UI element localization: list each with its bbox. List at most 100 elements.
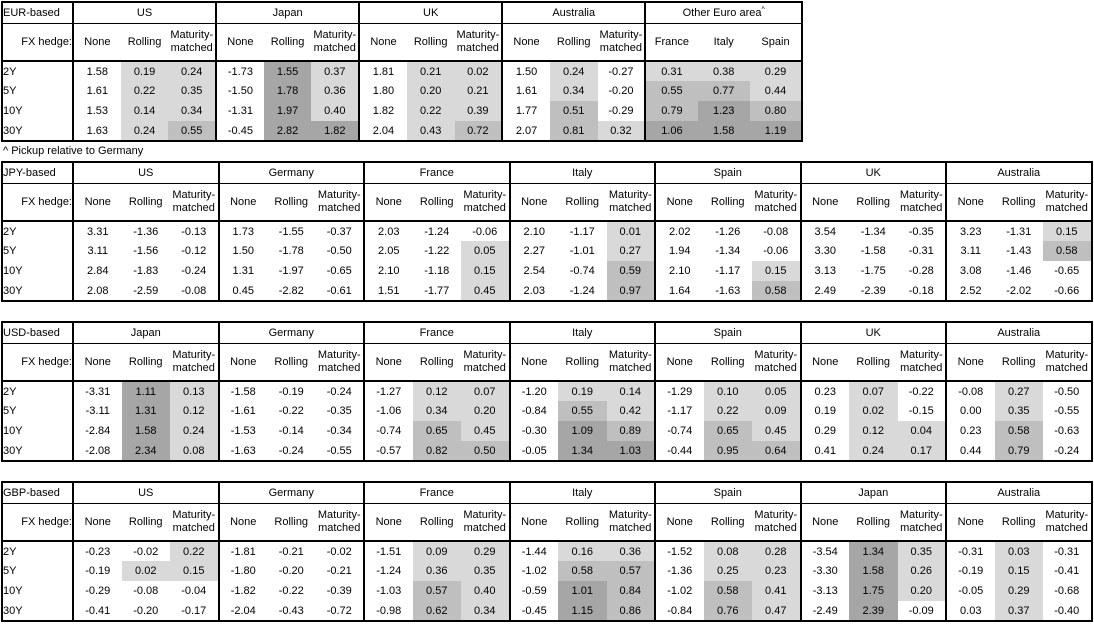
value-cell: 0.34	[461, 601, 510, 621]
value-cell: -1.36	[133, 225, 159, 238]
value-cell: 0.15	[170, 561, 219, 581]
hedge-column-header: None	[654, 183, 704, 222]
hedge-column-header: None	[799, 343, 849, 382]
hedge-column-header: Maturity-matched	[170, 343, 219, 382]
value-cell: 0.24	[170, 421, 219, 441]
fx-hedge-label: FX hedge:	[2, 503, 73, 542]
value-cell: -0.40	[1054, 604, 1080, 617]
hedge-column-header: Maturity-matched	[170, 503, 219, 542]
value-cell: -1.24	[424, 225, 450, 238]
hedge-column-header: Rolling	[121, 183, 170, 222]
value-cell: -0.43	[278, 604, 304, 617]
panel-country-header: Japan	[72, 322, 219, 344]
hedge-column-header: Maturity-matched	[168, 23, 217, 62]
hedge-column-header: Maturity-matched	[897, 183, 946, 222]
value-cell: -0.29	[72, 581, 122, 601]
value-cell: 0.41	[752, 581, 801, 601]
value-cell: -0.19	[72, 561, 122, 581]
hedge-column-header: None	[945, 503, 995, 542]
value-cell: -0.59	[508, 581, 558, 601]
value-cell: -0.14	[278, 425, 304, 437]
hedge-column-header: None	[72, 343, 122, 382]
value-cell: -2.39	[860, 284, 886, 297]
value-cell: -0.08	[945, 381, 995, 401]
data-row: 5Y 3.11 -1.56 -0.12 1.50 -1.78 -0.50 2.05 -1.22 0…	[2, 241, 1092, 261]
value-cell: 0.79	[644, 101, 698, 121]
value-cell: 0.72	[454, 121, 503, 141]
value-cell: 0.57	[412, 581, 461, 601]
value-cell: 0.42	[606, 401, 655, 421]
value-cell: -0.55	[1054, 405, 1080, 417]
value-cell: -1.34	[715, 245, 741, 257]
value-cell: 1.58	[121, 421, 170, 441]
data-row: 2Y 1.58 0.19 0.24 -1.73 1.55 0.37 1.81 0.21 0.02 1…	[2, 61, 803, 81]
jpy-based-table-slot: JPY-based US Germany France Italy Spain UK Aust…	[1, 161, 1094, 302]
value-cell: 1.51	[363, 281, 413, 301]
value-cell: 0.22	[703, 401, 752, 421]
panel-country-header: France	[363, 322, 510, 344]
panel-country-header: Germany	[217, 162, 364, 184]
value-cell: -0.05	[508, 441, 558, 461]
value-cell: 0.24	[849, 441, 898, 461]
value-cell: 1.80	[358, 81, 407, 101]
value-cell: -1.82	[217, 581, 267, 601]
gbp-based-table-slot: GBP-based US Germany France Italy Spain Japan A…	[1, 481, 1094, 622]
value-cell: -0.02	[133, 545, 159, 558]
hedge-column-header: Maturity-matched	[1043, 343, 1092, 382]
value-cell: 1.73	[217, 221, 267, 241]
value-cell: -3.30	[799, 561, 849, 581]
hedge-column-header: Rolling	[267, 343, 316, 382]
value-cell: -0.72	[326, 604, 352, 617]
value-cell: -1.20	[508, 381, 558, 401]
value-cell: -0.24	[1054, 444, 1080, 457]
fx-hedge-label: FX hedge:	[2, 343, 73, 382]
data-row: 30Y 1.63 0.24 0.55 -0.45 2.82 1.82 2.04 0.43 0.72…	[2, 121, 803, 141]
value-cell: -1.83	[133, 265, 159, 277]
value-cell: -3.13	[799, 581, 849, 601]
value-cell: 0.25	[703, 561, 752, 581]
jpy-based-table: JPY-based US Germany France Italy Spain UK Aust…	[1, 161, 1093, 302]
value-cell: -0.04	[181, 585, 207, 597]
value-cell: 0.07	[849, 381, 898, 401]
value-cell: 0.65	[412, 421, 461, 441]
value-cell: 0.31	[644, 61, 698, 81]
value-cell: -1.27	[363, 381, 413, 401]
value-cell: 1.53	[72, 101, 121, 121]
value-cell: 1.75	[849, 581, 898, 601]
hedge-column-header: Rolling	[412, 343, 461, 382]
tenor-label: 2Y	[3, 65, 17, 78]
hedge-column-header: None	[217, 503, 267, 542]
hedge-column-header: Rolling	[558, 343, 607, 382]
value-cell: -1.50	[215, 81, 264, 101]
panel-country-header: Spain	[654, 162, 801, 184]
value-cell: -0.55	[326, 444, 352, 457]
value-cell: 0.09	[412, 541, 461, 561]
value-cell: -1.97	[278, 265, 304, 277]
hedge-column-header: Rolling	[558, 183, 607, 222]
panel-country-header: Australia	[945, 322, 1092, 344]
hedge-column-header: Rolling	[849, 343, 898, 382]
value-cell: -1.24	[363, 561, 413, 581]
value-cell: -0.45	[215, 121, 264, 141]
value-cell: 0.37	[994, 601, 1043, 621]
value-cell: 0.19	[799, 401, 849, 421]
value-cell: 2.27	[508, 241, 558, 261]
value-cell: -1.02	[508, 561, 558, 581]
value-cell: -2.04	[217, 601, 267, 621]
hedge-column-header: Maturity-matched	[897, 343, 946, 382]
value-cell: 2.08	[72, 281, 122, 301]
panel-country-header: Germany	[217, 482, 364, 504]
value-cell: -1.44	[508, 541, 558, 561]
data-row: 10Y -0.29 -0.08 -0.04 -1.82 -0.22 -0.39 -1.03 0.…	[2, 581, 1092, 601]
tenor-label: 30Y	[3, 444, 23, 457]
value-cell: 1.03	[606, 441, 655, 461]
data-row: 10Y 1.53 0.14 0.34 -1.31 1.97 0.40 1.82 0.22 0.39…	[2, 101, 803, 121]
value-cell: 0.29	[461, 541, 510, 561]
value-cell: -0.21	[326, 565, 352, 577]
tenor-label: 30Y	[3, 284, 23, 297]
value-cell: 1.50	[501, 61, 550, 81]
hedge-column-header: Maturity-matched	[315, 343, 364, 382]
value-cell: -1.53	[217, 421, 267, 441]
value-cell: 2.10	[508, 221, 558, 241]
value-cell: 0.12	[170, 401, 219, 421]
